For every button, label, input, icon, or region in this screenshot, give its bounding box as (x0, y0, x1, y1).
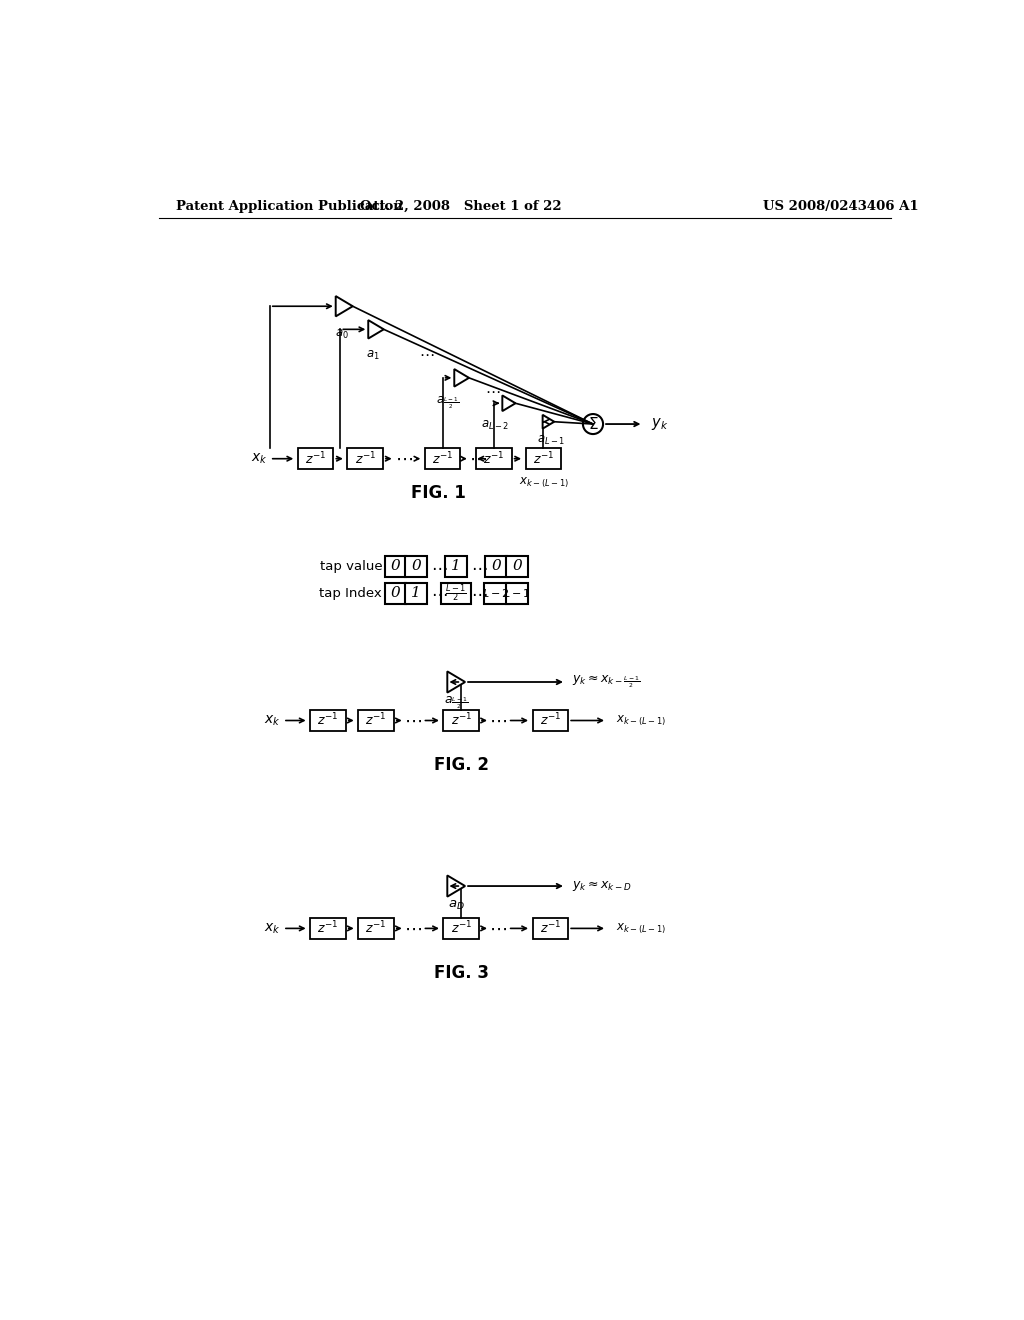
Text: $\cdots$: $\cdots$ (395, 450, 413, 467)
Text: $a_{L-2}$: $a_{L-2}$ (481, 418, 510, 432)
Text: $z^{-1}$: $z^{-1}$ (532, 450, 554, 467)
Text: $\frac{L-1}{2}$: $\frac{L-1}{2}$ (445, 582, 467, 605)
Text: $x_{k-(L-1)}$: $x_{k-(L-1)}$ (518, 475, 568, 490)
Bar (506, 556, 528, 577)
Bar (358, 710, 394, 731)
Text: $x_{k-(L-1)}$: $x_{k-(L-1)}$ (616, 713, 666, 727)
Bar (483, 583, 509, 603)
Bar (445, 556, 467, 577)
Text: FIG. 1: FIG. 1 (411, 484, 466, 503)
Polygon shape (336, 296, 352, 317)
Text: $z^{-1}$: $z^{-1}$ (540, 920, 561, 937)
Text: $\cdots$: $\cdots$ (431, 585, 447, 602)
Text: $\cdots$: $\cdots$ (431, 557, 447, 576)
Polygon shape (455, 370, 469, 387)
Text: 1: 1 (412, 586, 421, 601)
Text: $L-1$: $L-1$ (503, 587, 531, 599)
Text: $x_{k-(L-1)}$: $x_{k-(L-1)}$ (616, 921, 666, 936)
Text: $z^{-1}$: $z^{-1}$ (366, 920, 387, 937)
Bar (443, 710, 479, 731)
Text: $\cdots$: $\cdots$ (419, 346, 434, 360)
Text: $\cdots$: $\cdots$ (404, 920, 422, 937)
Text: $z^{-1}$: $z^{-1}$ (451, 920, 472, 937)
Text: $a_1$: $a_1$ (366, 348, 380, 362)
Text: $\Sigma$: $\Sigma$ (588, 416, 598, 432)
Bar (385, 556, 407, 577)
Text: $z^{-1}$: $z^{-1}$ (451, 713, 472, 729)
Bar (441, 583, 471, 603)
Bar (506, 583, 528, 603)
Text: US 2008/0243406 A1: US 2008/0243406 A1 (763, 199, 919, 213)
Text: FIG. 3: FIG. 3 (434, 964, 488, 982)
Text: $z^{-1}$: $z^{-1}$ (305, 450, 327, 467)
Bar (406, 582, 427, 605)
Bar (532, 710, 568, 731)
Bar (525, 447, 561, 470)
Text: $z^{-1}$: $z^{-1}$ (317, 713, 339, 729)
Text: $z^{-1}$: $z^{-1}$ (483, 450, 505, 467)
Polygon shape (503, 396, 515, 411)
Text: $L-2$: $L-2$ (482, 587, 510, 599)
Text: $z^{-1}$: $z^{-1}$ (317, 920, 339, 937)
Text: Patent Application Publication: Patent Application Publication (176, 199, 402, 213)
Text: $x_k$: $x_k$ (251, 451, 267, 466)
Bar (310, 710, 346, 731)
Text: 0: 0 (390, 586, 400, 601)
Text: $\cdots$: $\cdots$ (404, 711, 422, 730)
Text: tap value: tap value (319, 560, 382, 573)
Text: FIG. 2: FIG. 2 (434, 756, 488, 774)
Bar (347, 447, 383, 470)
Bar (476, 447, 512, 470)
Text: $a_{L-1}$: $a_{L-1}$ (537, 434, 565, 447)
Text: $a_{\frac{L-1}{2}}$: $a_{\frac{L-1}{2}}$ (436, 395, 459, 411)
Text: Oct. 2, 2008   Sheet 1 of 22: Oct. 2, 2008 Sheet 1 of 22 (360, 199, 562, 213)
Text: 0: 0 (412, 560, 421, 573)
Bar (406, 556, 427, 577)
Text: $\cdots$: $\cdots$ (489, 920, 508, 937)
Text: tap Index: tap Index (319, 587, 382, 601)
Text: $z^{-1}$: $z^{-1}$ (540, 713, 561, 729)
Polygon shape (369, 321, 384, 339)
Bar (385, 582, 407, 605)
Text: $y_k \approx x_{k-D}$: $y_k \approx x_{k-D}$ (572, 879, 632, 894)
Text: $z^{-1}$: $z^{-1}$ (366, 713, 387, 729)
Text: $\cdots$: $\cdots$ (469, 450, 486, 467)
Text: 0: 0 (390, 560, 400, 573)
Text: $z^{-1}$: $z^{-1}$ (432, 450, 454, 467)
Polygon shape (447, 875, 465, 896)
Bar (485, 556, 507, 577)
Text: $y_k \approx x_{k-\frac{L-1}{2}}$: $y_k \approx x_{k-\frac{L-1}{2}}$ (572, 673, 641, 690)
Text: $a_0$: $a_0$ (335, 327, 349, 341)
Text: $a_{\frac{L-1}{2}}$: $a_{\frac{L-1}{2}}$ (444, 694, 469, 710)
Text: 0: 0 (492, 560, 501, 573)
Text: $z^{-1}$: $z^{-1}$ (354, 450, 376, 467)
Text: 0: 0 (512, 560, 522, 573)
Text: $\cdots$: $\cdots$ (484, 383, 500, 399)
Bar (298, 447, 334, 470)
Text: $x_k$: $x_k$ (264, 921, 281, 936)
Polygon shape (447, 672, 465, 693)
Text: 1: 1 (452, 560, 461, 573)
Text: $\cdots$: $\cdots$ (471, 585, 487, 602)
Bar (532, 917, 568, 940)
Text: $y_k$: $y_k$ (651, 416, 669, 432)
Bar (358, 917, 394, 940)
Text: $x_k$: $x_k$ (264, 713, 281, 727)
Polygon shape (543, 414, 554, 429)
Bar (443, 917, 479, 940)
Text: $a_D$: $a_D$ (449, 899, 465, 912)
Text: $\cdots$: $\cdots$ (471, 557, 487, 576)
Bar (310, 917, 346, 940)
Text: $\cdots$: $\cdots$ (489, 711, 508, 730)
Bar (425, 447, 461, 470)
